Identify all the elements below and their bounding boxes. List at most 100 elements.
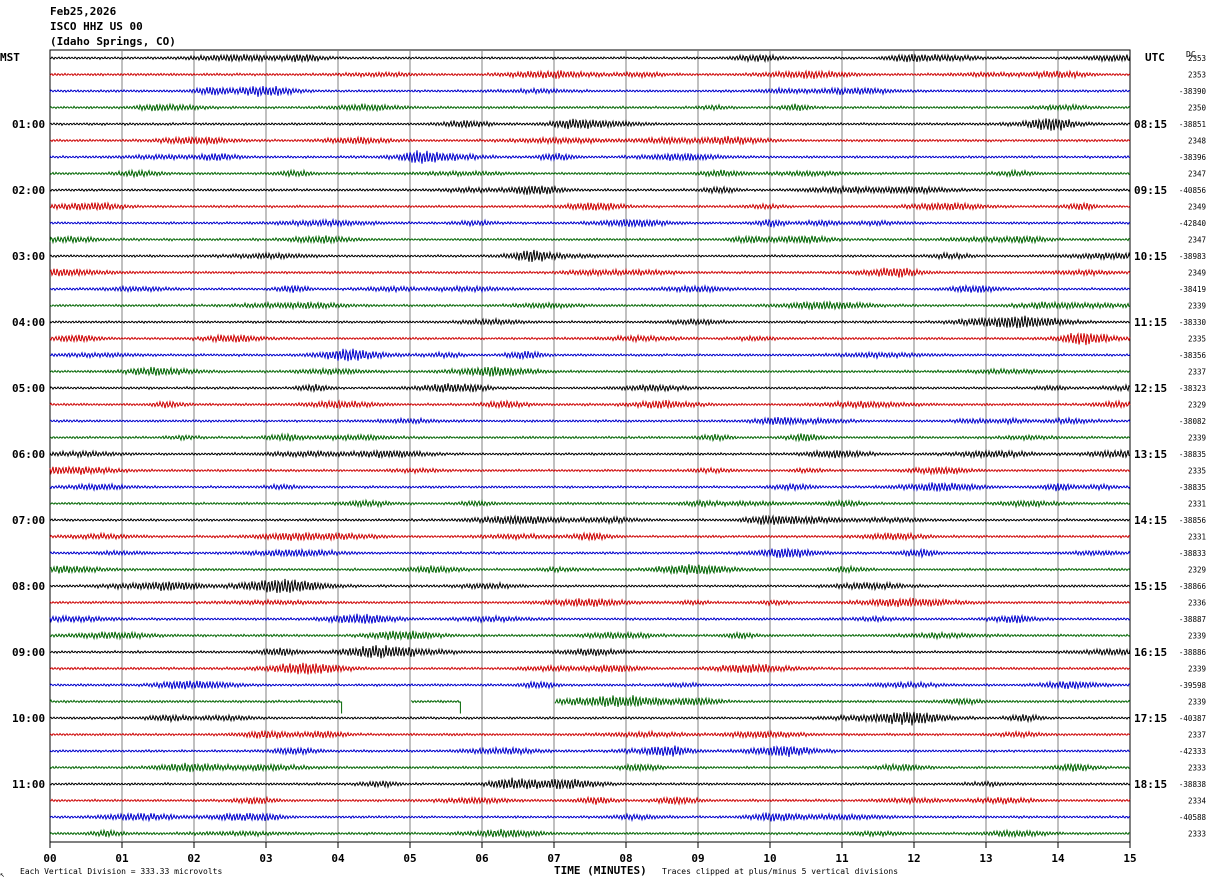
dc-value: 2347 (1188, 170, 1206, 179)
dc-value: -38356 (1179, 351, 1207, 360)
seismic-trace (49, 366, 1131, 377)
dc-value: 2353 (1188, 54, 1206, 63)
x-tick-label: 12 (907, 852, 920, 865)
left-hour-label: 04:00 (12, 316, 45, 329)
footer-clip-note: Traces clipped at plus/minus 5 vertical … (662, 867, 899, 876)
right-hour-label: 13:15 (1134, 448, 1167, 461)
left-hour-label: 02:00 (12, 184, 45, 197)
dc-value: -42840 (1179, 219, 1207, 228)
x-tick-label: 02 (187, 852, 200, 865)
dc-header: DC (1186, 50, 1196, 59)
seismic-trace (49, 234, 1131, 245)
dc-value: 2335 (1188, 335, 1206, 344)
dc-value: 2348 (1188, 137, 1207, 146)
x-tick-label: 03 (259, 852, 272, 865)
dc-value: 2349 (1188, 269, 1206, 278)
seismic-trace (49, 416, 1131, 427)
dc-value: -40856 (1179, 186, 1207, 195)
x-tick-labels: 00 01 02 03 04 05 06 07 08 09 10 11 12 13 14 15 (43, 852, 1136, 865)
dc-value: -38082 (1179, 417, 1206, 426)
seismic-trace (49, 711, 1131, 726)
dc-value: -38838 (1179, 780, 1207, 789)
x-tick-label: 01 (115, 852, 129, 865)
x-tick-label: 14 (1051, 852, 1065, 865)
x-tick-label: 08 (619, 852, 632, 865)
left-hour-label: 01:00 (12, 118, 45, 131)
seismic-trace (49, 332, 1131, 346)
dc-value: 2334 (1188, 797, 1207, 806)
right-hour-label: 11:15 (1134, 316, 1167, 329)
x-tick-label: 09 (691, 852, 704, 865)
seismic-trace (49, 69, 1131, 80)
dc-value: 2335 (1188, 467, 1206, 476)
dc-value: -38887 (1179, 615, 1206, 624)
dc-value: -38833 (1179, 549, 1206, 558)
left-hour-label: 11:00 (12, 778, 45, 791)
dc-value: 2350 (1188, 104, 1207, 113)
seismic-trace (49, 432, 1131, 443)
x-tick-label: 05 (403, 852, 416, 865)
seismic-trace (49, 481, 1131, 493)
seismic-trace (49, 348, 1131, 362)
right-timezone-label: UTC (1145, 51, 1165, 64)
corner-arrow-icon: ↖ (0, 870, 5, 879)
seismic-trace (49, 102, 1131, 113)
left-hour-label: 10:00 (12, 712, 45, 725)
dc-value: 2336 (1188, 599, 1207, 608)
left-hour-label: 07:00 (12, 514, 45, 527)
dc-value: 2339 (1188, 665, 1206, 674)
dc-value: 2333 (1188, 764, 1206, 773)
seismic-trace (49, 249, 1131, 263)
seismic-trace (49, 795, 1131, 806)
seismic-trace (49, 729, 1131, 740)
right-hour-label: 08:15 (1134, 118, 1167, 131)
dc-value: -40588 (1179, 813, 1207, 822)
seismic-trace (49, 201, 1131, 212)
dc-value: 2337 (1188, 731, 1206, 740)
dc-value: -38330 (1179, 318, 1207, 327)
dc-value: 2331 (1188, 533, 1206, 542)
dc-value: -42333 (1179, 747, 1206, 756)
seismic-trace (49, 547, 1131, 559)
seismic-trace (49, 150, 1131, 164)
seismic-trace (49, 300, 1131, 311)
right-hour-label: 09:15 (1134, 184, 1167, 197)
seismic-trace (49, 53, 1131, 64)
seismic-trace (49, 118, 1131, 131)
x-tick-label: 06 (475, 852, 489, 865)
plot-grid (49, 49, 1131, 848)
right-hour-label: 12:15 (1134, 382, 1167, 395)
station-code: ISCO HHZ US 00 (50, 20, 143, 33)
seismic-trace (49, 448, 1131, 460)
left-hour-label: 08:00 (12, 580, 45, 593)
dc-value: 2329 (1188, 566, 1206, 575)
x-tick-label: 10 (763, 852, 776, 865)
dc-value: 2339 (1188, 434, 1206, 443)
dc-value: -38851 (1179, 120, 1206, 129)
seismic-trace (49, 184, 1131, 196)
dc-value-labels: 2353 2353 -38390 2350 -38851 2348 -38396 2347 -4… (1179, 54, 1207, 839)
seismic-trace (49, 578, 1131, 594)
right-hour-label: 17:15 (1134, 712, 1167, 725)
dc-value: 2339 (1188, 698, 1206, 707)
seismic-trace (49, 613, 1131, 625)
seismic-trace (49, 645, 1131, 659)
dc-value: -38856 (1179, 516, 1207, 525)
dc-value: 2331 (1188, 500, 1206, 509)
x-axis-label: TIME (MINUTES) (554, 864, 647, 877)
dc-value: 2337 (1188, 368, 1206, 377)
dc-value: -38835 (1179, 483, 1206, 492)
seismic-trace (49, 217, 1131, 229)
right-hour-label: 15:15 (1134, 580, 1167, 593)
x-tick-label: 04 (331, 852, 345, 865)
seismic-trace (49, 168, 1131, 179)
seismic-trace (49, 135, 1131, 146)
dc-value: -38866 (1179, 582, 1207, 591)
dc-value: 2353 (1188, 71, 1206, 80)
seismic-trace (49, 630, 1131, 641)
trace-group (49, 53, 1131, 839)
seismic-trace (49, 315, 1131, 329)
dc-value: -38396 (1179, 153, 1207, 162)
seismic-trace (49, 777, 1131, 790)
